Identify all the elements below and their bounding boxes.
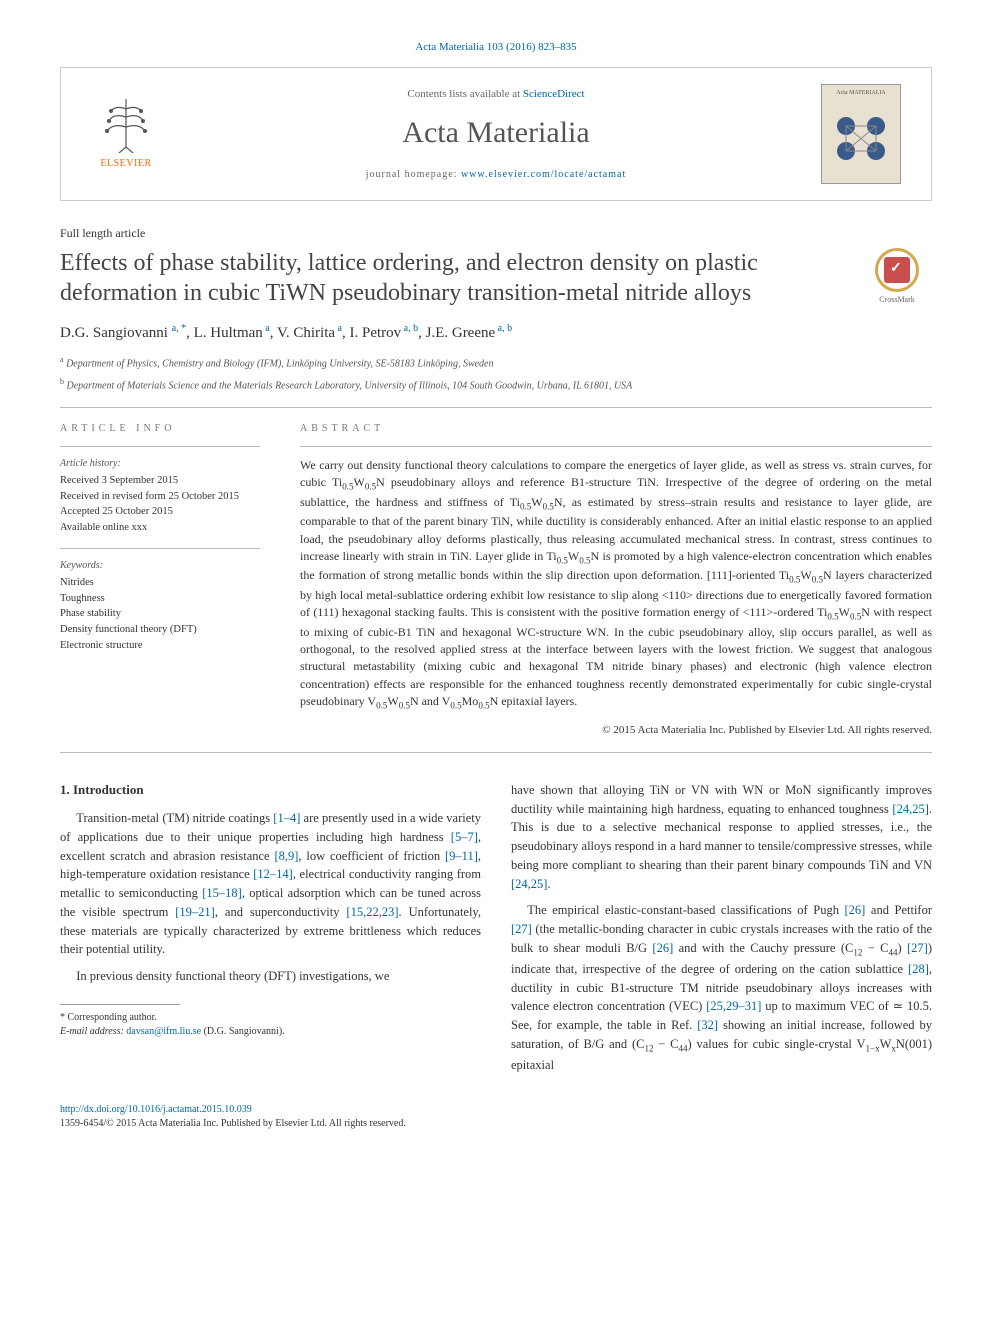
keyword-3: Phase stability [60,606,260,622]
body-right-column: have shown that alloying TiN or VN with … [511,781,932,1083]
keywords-label: Keywords: [60,559,260,573]
corresponding-author: * Corresponding author. [60,1011,481,1025]
affiliation-b: b Department of Materials Science and th… [60,376,932,393]
title-row: Effects of phase stability, lattice orde… [60,248,932,308]
history-revised: Received in revised form 25 October 2015 [60,489,260,505]
homepage-line: journal homepage: www.elsevier.com/locat… [187,168,805,182]
masthead-center: Contents lists available at ScienceDirec… [187,87,805,182]
crossmark-label: CrossMark [879,294,915,305]
abstract-text: We carry out density functional theory c… [300,457,932,713]
history-label: Article history: [60,457,260,471]
abstract-copyright: © 2015 Acta Materialia Inc. Published by… [300,723,932,738]
doi-link[interactable]: http://dx.doi.org/10.1016/j.actamat.2015… [60,1103,932,1117]
divider-bottom [60,752,932,753]
journal-name: Acta Materialia [187,112,805,154]
abstract-column: ABSTRACT We carry out density functional… [300,422,932,738]
email-name: (D.G. Sangiovanni). [201,1026,285,1037]
article-info-column: ARTICLE INFO Article history: Received 3… [60,422,260,738]
journal-cover-thumb[interactable]: Acta MATERIALIA [821,84,901,184]
keyword-1: Nitrides [60,575,260,591]
affiliations-block: a Department of Physics, Chemistry and B… [60,354,932,393]
elsevier-tree-icon [101,97,151,153]
body-left-column: 1. Introduction Transition-metal (TM) ni… [60,781,481,1083]
publisher-logo[interactable]: ELSEVIER [81,97,171,171]
intro-para-4: The empirical elastic-constant-based cla… [511,901,932,1074]
history-online: Available online xxx [60,520,260,536]
history-accepted: Accepted 25 October 2015 [60,504,260,520]
info-divider [60,446,260,447]
citation-header: Acta Materialia 103 (2016) 823–835 [60,40,932,55]
masthead: ELSEVIER Contents lists available at Sci… [60,67,932,201]
sciencedirect-link[interactable]: ScienceDirect [523,88,585,100]
abstract-label: ABSTRACT [300,422,932,436]
article-type: Full length article [60,225,932,242]
authors-line: D.G. Sangiovanni a, *, L. Hultman a, V. … [60,322,932,344]
author-email[interactable]: davsan@ifm.liu.se [126,1026,201,1037]
keyword-4: Density functional theory (DFT) [60,622,260,638]
info-abstract-grid: ARTICLE INFO Article history: Received 3… [60,422,932,738]
homepage-link[interactable]: www.elsevier.com/locate/actamat [461,169,626,180]
publisher-name: ELSEVIER [100,157,151,171]
cover-thumb-title: Acta MATERIALIA [836,89,886,97]
footnote-rule [60,1004,180,1005]
affiliation-a-text: Department of Physics, Chemistry and Bio… [66,359,493,370]
keyword-5: Electronic structure [60,638,260,654]
introduction-heading: 1. Introduction [60,781,481,799]
page-footer: http://dx.doi.org/10.1016/j.actamat.2015… [60,1103,932,1131]
article-info-label: ARTICLE INFO [60,422,260,436]
keyword-2: Toughness [60,591,260,607]
email-footnote: E-mail address: davsan@ifm.liu.se (D.G. … [60,1025,481,1039]
intro-para-2: In previous density functional theory (D… [60,967,481,986]
affiliation-b-text: Department of Materials Science and the … [67,380,633,391]
crossmark-ring-icon [875,248,919,292]
contents-prefix: Contents lists available at [407,88,522,100]
homepage-prefix: journal homepage: [366,169,461,180]
body-columns: 1. Introduction Transition-metal (TM) ni… [60,781,932,1083]
page-container: Acta Materialia 103 (2016) 823–835 ELSEV… [0,0,992,1161]
issn-copyright: 1359-6454/© 2015 Acta Materialia Inc. Pu… [60,1117,932,1131]
intro-para-1: Transition-metal (TM) nitride coatings [… [60,809,481,959]
history-received: Received 3 September 2015 [60,473,260,489]
crossmark-badge[interactable]: CrossMark [862,248,932,305]
contents-line: Contents lists available at ScienceDirec… [187,87,805,102]
keywords-divider [60,548,260,549]
affiliation-a: a Department of Physics, Chemistry and B… [60,354,932,371]
abstract-divider [300,446,932,447]
crossmark-check-icon [884,257,910,283]
divider-top [60,407,932,408]
article-title: Effects of phase stability, lattice orde… [60,248,842,308]
email-label: E-mail address: [60,1026,126,1037]
cover-graphic-icon [831,106,891,166]
intro-para-3: have shown that alloying TiN or VN with … [511,781,932,894]
